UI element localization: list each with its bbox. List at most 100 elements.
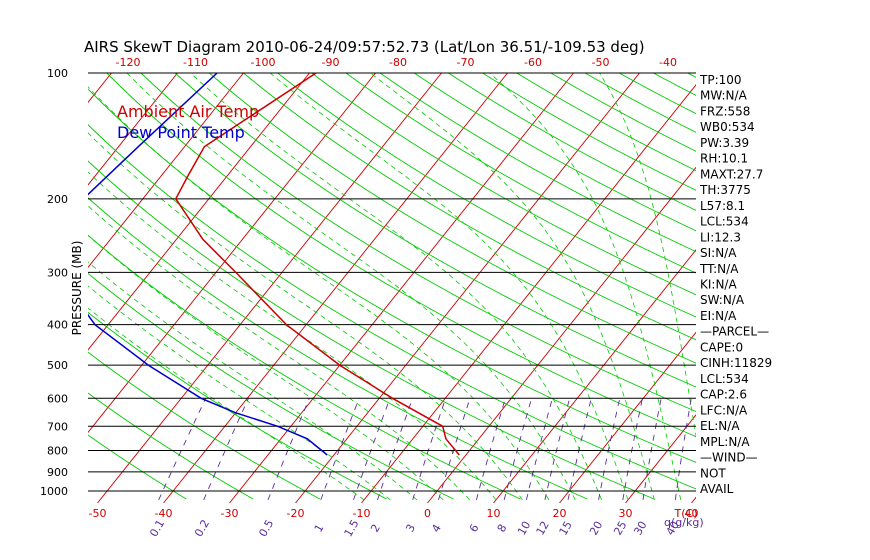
top-temp-tick-label: -120 <box>116 56 141 69</box>
stability-index-entry: CINH:11829 <box>700 356 772 370</box>
mixing-ratio-tick-label: 2 <box>368 522 383 535</box>
mixing-ratio-tick-label: 12 <box>534 519 552 538</box>
mixing-ratio-line <box>598 398 621 500</box>
isotherm-line <box>427 166 696 503</box>
legend-ambient-air-temp: Ambient Air Temp <box>117 102 259 121</box>
dry-adiabat-line <box>106 73 696 438</box>
stability-index-entry: FRZ:558 <box>700 104 750 118</box>
mixing-ratio-tick-label: 8 <box>495 522 510 535</box>
mixing-ratio-tick-label: 4 <box>429 522 444 535</box>
bottom-temp-tick-label: 20 <box>553 507 567 520</box>
dry-adiabat-line <box>88 197 588 500</box>
pressure-tick-label: 700 <box>47 420 68 433</box>
isotherm-line <box>493 249 696 503</box>
stability-index-entry: MPL:N/A <box>700 435 750 449</box>
mixing-ratio-tick-label: 0.5 <box>256 517 276 539</box>
dry-adiabat-line <box>88 234 521 500</box>
mixing-ratio-lines <box>158 398 692 501</box>
dry-adiabat-line <box>550 73 696 152</box>
mixing-ratio-line <box>353 398 391 501</box>
mixing-ratio-line <box>320 398 360 501</box>
dry-adiabat-line <box>209 73 696 364</box>
stability-index-entry: LFC:N/A <box>700 403 748 417</box>
pressure-tick-label: 800 <box>47 444 68 457</box>
isotherm-line <box>559 331 696 503</box>
moist-adiabat-line <box>88 285 391 501</box>
pressure-tick-label: 200 <box>47 193 68 206</box>
mixing-ratio-tick-label: 1 <box>312 522 327 535</box>
dry-adiabat-line <box>345 73 696 274</box>
dry-adiabat-line <box>448 73 696 211</box>
mixing-ratio-line <box>158 398 207 501</box>
pressure-tick-label: 400 <box>47 319 68 332</box>
isotherm-line <box>88 73 310 351</box>
mixing-ratio-tick-label: 10 <box>515 519 533 538</box>
dry-adiabat-line <box>790 73 870 499</box>
stability-index-entry: EI:N/A <box>700 309 737 323</box>
moist-adiabat-line <box>88 261 418 501</box>
bottom-temp-tick-label: 30 <box>619 507 633 520</box>
ambient-air-temp-line <box>174 73 460 456</box>
dry-adiabat-line <box>277 73 696 318</box>
bottom-unit-label: T(C) <box>674 507 698 520</box>
stability-index-entry: LI:12.3 <box>700 230 741 244</box>
mixing-ratio-tick-label: 0.1 <box>147 517 167 539</box>
mixing-ratio-line <box>475 398 506 501</box>
mixing-ratio-line <box>503 398 533 501</box>
mixing-ratio-unit-label: q(g/kg) <box>664 516 704 529</box>
bottom-temp-tick-label: 40 <box>685 507 699 520</box>
moist-adiabat-line <box>599 73 696 439</box>
stability-index-entry: WB0:534 <box>700 120 755 134</box>
dry-adiabat-line <box>756 73 870 499</box>
isotherm-line <box>295 73 640 503</box>
dry-adiabat-line <box>174 73 696 388</box>
moist-adiabat-lines <box>88 73 696 501</box>
mixing-ratio-line <box>622 398 643 500</box>
stability-index-entry: TP:100 <box>699 73 742 87</box>
mixing-ratio-line <box>567 398 592 500</box>
dry-adiabat-line <box>88 392 254 500</box>
mixing-ratio-tick-label: 0.2 <box>192 517 212 539</box>
pressure-tick-label: 500 <box>47 359 68 372</box>
dry-adiabat-line <box>653 73 696 96</box>
isotherm-line <box>97 73 442 503</box>
stability-index-entry: KI:N/A <box>700 278 737 292</box>
dry-adiabat-line <box>311 73 696 296</box>
moist-adiabat-line <box>126 73 576 501</box>
mixing-ratio-line <box>438 398 471 501</box>
bottom-temp-tick-label: -20 <box>287 507 305 520</box>
stability-index-entry: PW:3.39 <box>700 136 749 150</box>
bottom-temp-tick-label: -50 <box>89 507 107 520</box>
dry-adiabat-line <box>414 73 696 232</box>
top-temp-tick-label: -80 <box>389 56 407 69</box>
isotherm-line <box>88 73 376 434</box>
bottom-temp-tick-label: -10 <box>353 507 371 520</box>
pressure-tick-label: 1000 <box>40 485 68 498</box>
moist-adiabat-line <box>370 73 655 500</box>
moist-adiabat-line <box>88 86 550 501</box>
mixing-ratio-line <box>544 398 571 500</box>
mixing-ratio-tick-label: 1.5 <box>342 517 362 539</box>
dry-adiabat-line <box>140 73 696 412</box>
isotherm-line <box>229 73 574 503</box>
stability-index-entry: RH:10.1 <box>700 152 748 166</box>
top-temp-tick-label: -70 <box>457 56 475 69</box>
top-temp-tick-label: -50 <box>592 56 610 69</box>
stability-index-entry: TH:3775 <box>699 183 751 197</box>
mixing-ratio-line <box>377 398 414 501</box>
dry-adiabat-lines <box>88 73 870 500</box>
moist-adiabat-line <box>88 171 497 501</box>
stability-index-entry: SI:N/A <box>700 246 737 260</box>
mixing-ratio-line <box>674 398 692 500</box>
pressure-tick-label: 100 <box>47 67 68 80</box>
mixing-ratio-tick-label: 20 <box>587 519 605 538</box>
dry-adiabat-line <box>243 73 696 341</box>
bottom-temp-tick-label: 10 <box>487 507 501 520</box>
top-temp-tick-label: -100 <box>251 56 276 69</box>
mixing-ratio-tick-label: 25 <box>611 519 629 538</box>
dry-adiabat-line <box>516 73 696 172</box>
stability-index-entry: L57:8.1 <box>700 199 745 213</box>
mixing-ratio-line <box>267 398 310 501</box>
